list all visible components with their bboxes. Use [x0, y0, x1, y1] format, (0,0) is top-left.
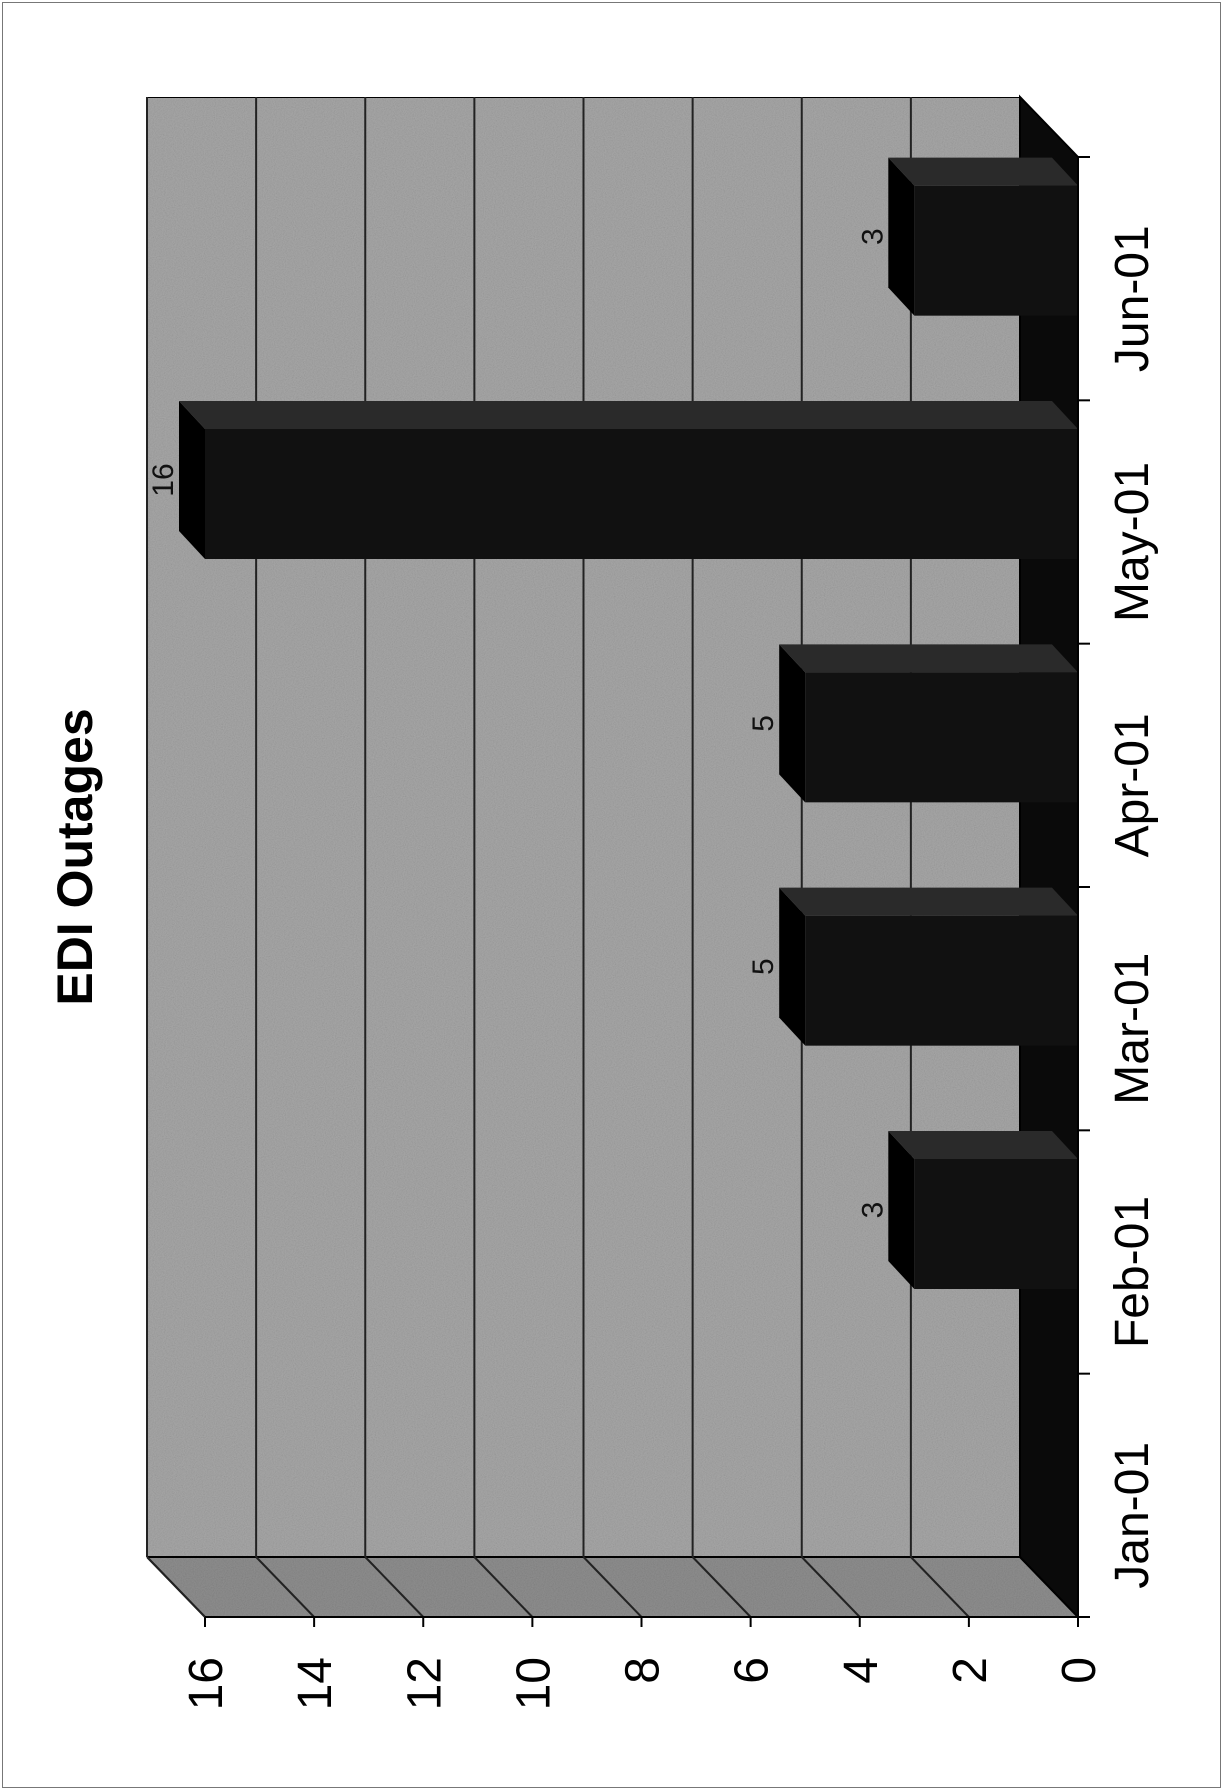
x-tick-label: Apr-01 — [1106, 713, 1159, 857]
x-tick-label: Mar-01 — [1106, 953, 1159, 1105]
chart-walls — [144, 94, 1081, 1620]
bar-front — [805, 672, 1078, 803]
data-label: 5 — [747, 958, 780, 975]
y-tick-label: 0 — [1053, 1657, 1106, 1684]
gridlines — [146, 97, 970, 1618]
x-tick-label: Jan-01 — [1106, 1442, 1159, 1589]
tick-labels: 0 2 4 6 8 10 12 14 16 Jan-01 3 Feb-01 5 Mar-01 5 Apr-01… — [147, 225, 1159, 1710]
y-tick-label: 14 — [289, 1657, 342, 1710]
bar-top — [179, 401, 205, 559]
y-tick-label: 2 — [944, 1657, 997, 1684]
bar — [888, 1131, 1078, 1289]
y-tick-label: 6 — [726, 1657, 779, 1684]
bar-front — [205, 429, 1078, 559]
bar-top — [888, 157, 915, 316]
data-label: 16 — [147, 463, 180, 496]
gridline-side — [582, 1556, 643, 1618]
bar-side — [179, 401, 1078, 429]
y-tick-label: 4 — [835, 1657, 888, 1684]
gridline-side — [691, 1556, 752, 1618]
y-tick-label: 16 — [180, 1657, 233, 1710]
floor — [1019, 94, 1079, 1620]
x-tick-label: May-01 — [1106, 462, 1159, 622]
gridline-side — [255, 1556, 315, 1618]
gridline-side — [801, 1556, 861, 1618]
gridline-side — [146, 1556, 206, 1618]
bar-top — [888, 1131, 915, 1289]
bar-side — [779, 887, 1078, 916]
y-tick-label: 10 — [507, 1657, 560, 1710]
x-tick-label: Jun-01 — [1106, 225, 1159, 372]
y-tick-label: 8 — [617, 1657, 670, 1684]
bar — [888, 157, 1078, 316]
data-label: 3 — [856, 228, 889, 245]
chart-title: EDI Outages — [47, 708, 103, 1005]
y-tick-label: 12 — [398, 1657, 451, 1710]
bar-top — [779, 644, 806, 803]
data-label: 5 — [747, 715, 780, 732]
bar — [779, 887, 1078, 1046]
bar — [179, 401, 1078, 559]
gridline-side — [473, 1556, 534, 1618]
bar-front — [805, 915, 1078, 1046]
bar-side — [888, 1131, 1078, 1159]
axes — [204, 156, 1090, 1627]
bars — [179, 157, 1078, 1289]
bar — [779, 644, 1078, 803]
gridline-side — [910, 1556, 970, 1618]
bar-top — [779, 887, 806, 1046]
gridline-side — [364, 1556, 424, 1618]
x-tick-label: Feb-01 — [1106, 1196, 1159, 1348]
bar-side — [779, 644, 1078, 673]
bar-side — [888, 157, 1078, 186]
data-label: 3 — [856, 1202, 889, 1219]
bar-front — [914, 185, 1078, 316]
bar-front — [914, 1159, 1078, 1289]
